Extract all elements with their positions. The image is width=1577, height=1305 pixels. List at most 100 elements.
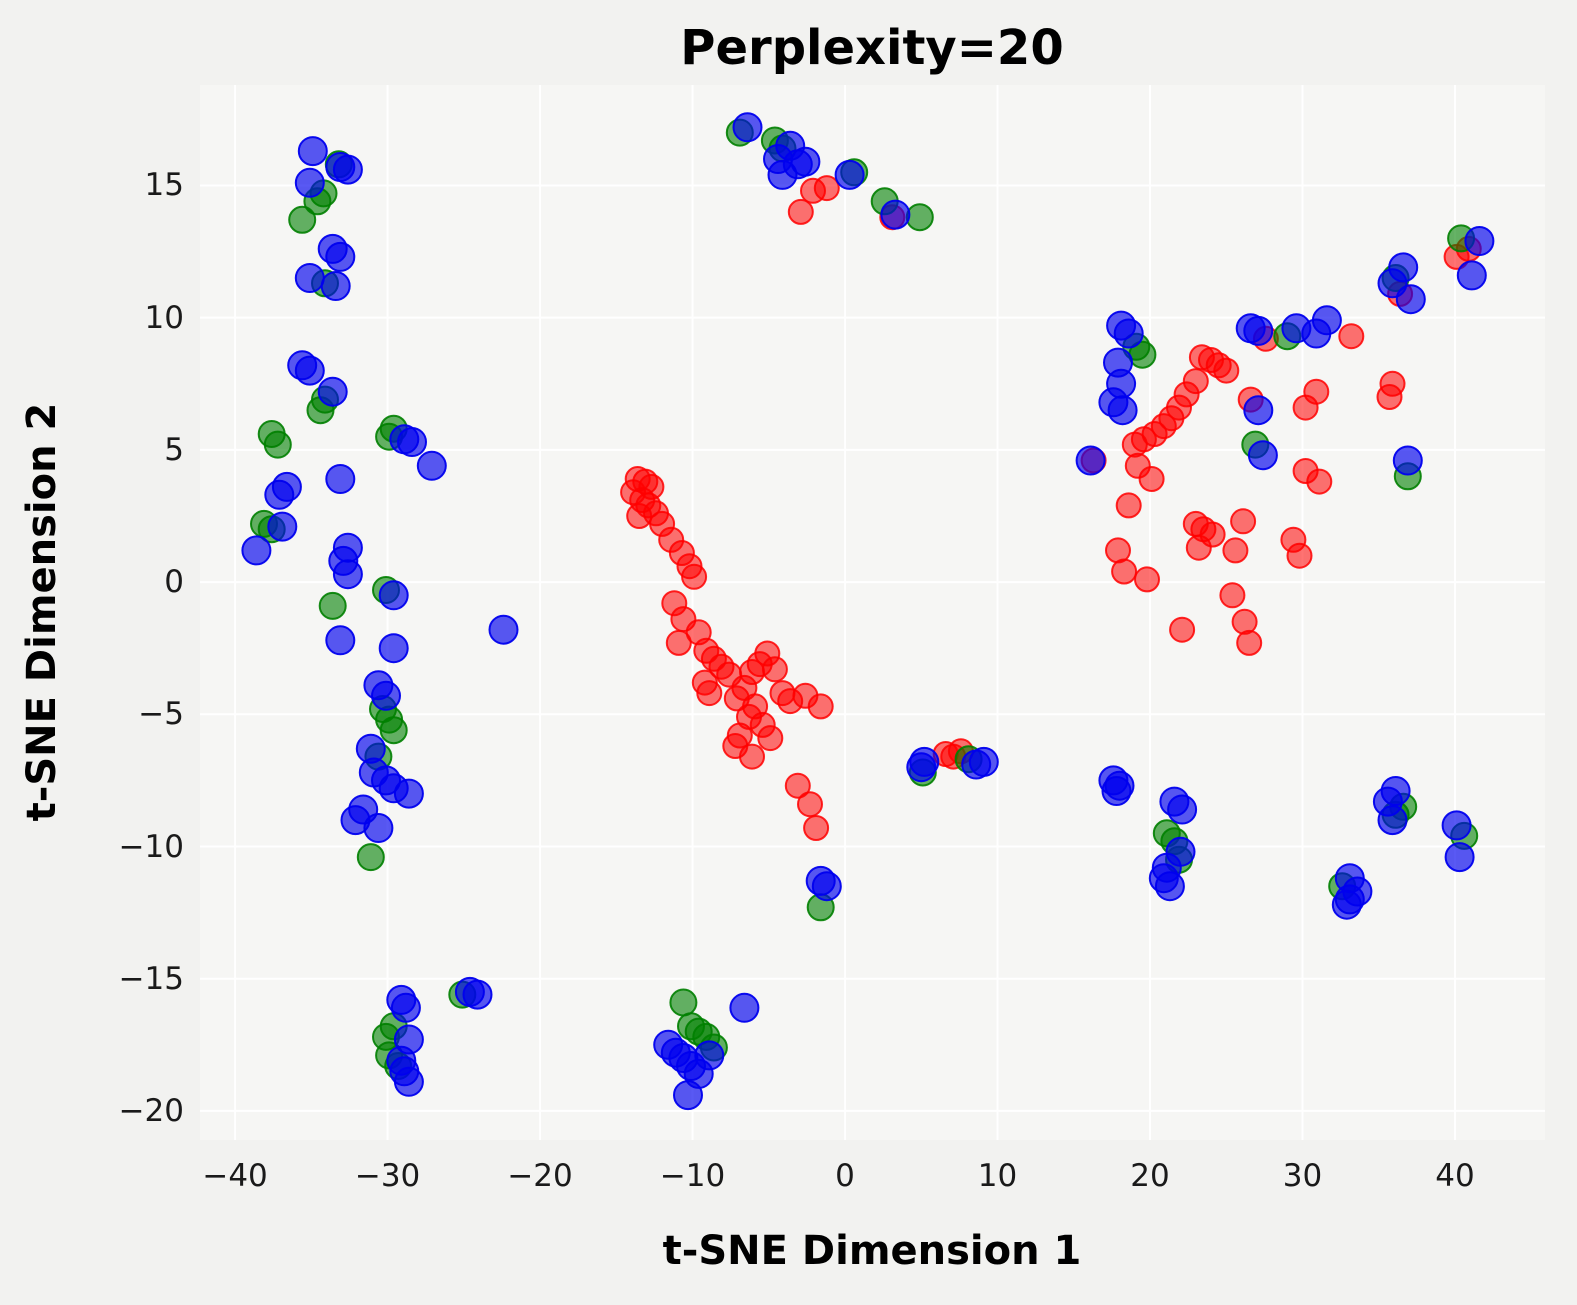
data-point-class-blue <box>1243 315 1274 346</box>
data-point-class-red <box>626 503 653 529</box>
data-point-class-blue <box>332 154 363 185</box>
data-point-class-blue <box>1331 889 1362 920</box>
data-point-class-blue <box>767 159 798 190</box>
data-point-class-red <box>1219 582 1246 609</box>
data-point-class-red <box>813 175 840 202</box>
data-point-class-red <box>1213 357 1240 384</box>
data-point-class-red <box>739 743 765 770</box>
data-point-class-blue <box>961 749 992 780</box>
data-point-class-red <box>1115 492 1142 519</box>
data-point-class-red <box>696 680 723 707</box>
data-point-class-blue <box>294 167 325 198</box>
data-point-class-blue <box>1441 810 1472 841</box>
data-point-class-blue <box>790 146 821 177</box>
x-tick-label: −40 <box>202 1158 268 1194</box>
data-point-class-red <box>1306 468 1333 495</box>
data-point-class-blue <box>1075 445 1106 476</box>
data-point-class-blue <box>1444 842 1475 873</box>
data-point-class-red <box>1111 558 1138 585</box>
data-point-class-blue <box>241 535 272 566</box>
data-point-class-blue <box>1392 445 1423 476</box>
data-point-class-blue <box>332 559 363 590</box>
data-point-class-blue <box>1243 395 1274 426</box>
data-point-class-blue <box>1301 318 1332 349</box>
data-point-class-blue <box>325 464 356 494</box>
data-point-class-blue <box>673 1080 703 1111</box>
y-tick-label: 0 <box>164 564 184 601</box>
data-point-class-red <box>665 629 692 656</box>
plot-area <box>200 85 1545 1140</box>
data-point-class-green <box>905 203 934 232</box>
data-point-class-red <box>1121 431 1148 458</box>
data-point-class-red <box>1292 394 1319 421</box>
data-point-class-red <box>1222 537 1249 564</box>
data-point-class-blue <box>320 271 351 301</box>
data-point-class-blue <box>880 199 911 230</box>
data-point-class-blue <box>729 992 760 1023</box>
data-point-class-blue <box>1464 226 1495 256</box>
data-point-class-red <box>797 791 823 818</box>
data-point-class-red <box>681 563 708 590</box>
data-point-class-blue <box>378 580 409 611</box>
x-tick-label: 40 <box>1435 1158 1475 1194</box>
y-tick-label: −5 <box>138 696 184 733</box>
data-point-class-blue <box>1247 440 1278 471</box>
data-point-class-green <box>318 591 347 620</box>
data-point-class-blue <box>1107 395 1138 426</box>
data-point-class-red <box>757 725 784 752</box>
data-point-class-red <box>1376 384 1403 410</box>
data-point-class-red <box>1236 629 1263 656</box>
data-point-class-blue <box>1154 871 1185 902</box>
data-point-class-blue <box>732 112 763 143</box>
data-point-class-blue <box>1456 260 1487 291</box>
data-point-class-blue <box>294 355 325 386</box>
data-point-class-blue <box>811 871 842 902</box>
data-point-class-blue <box>317 376 348 407</box>
data-point-class-red <box>787 198 814 225</box>
data-point-class-blue <box>1101 776 1132 806</box>
data-point-class-blue <box>397 427 427 457</box>
data-point-class-blue <box>390 992 421 1023</box>
x-tick-label: −20 <box>507 1158 573 1194</box>
y-tick-label: 5 <box>164 431 184 468</box>
x-tick-label: 10 <box>977 1158 1018 1194</box>
data-point-class-blue <box>325 625 356 656</box>
data-point-class-red <box>1286 542 1313 569</box>
data-point-class-blue <box>267 511 298 542</box>
data-point-class-red <box>761 656 788 683</box>
data-point-class-red <box>803 815 830 841</box>
data-point-class-red <box>1169 616 1196 643</box>
data-point-class-blue <box>393 778 424 809</box>
data-point-class-blue <box>488 614 519 645</box>
data-point-class-red <box>1230 508 1257 535</box>
x-tick-label: 20 <box>1130 1158 1170 1194</box>
data-point-class-blue <box>363 813 394 843</box>
data-point-class-blue <box>264 479 295 510</box>
data-point-class-blue <box>1167 794 1198 825</box>
data-point-class-red <box>784 772 811 799</box>
data-point-class-blue <box>294 263 325 293</box>
x-tick-label: −10 <box>659 1158 726 1194</box>
y-tick-label: −20 <box>118 1092 184 1129</box>
data-point-class-blue <box>694 1040 725 1071</box>
data-point-class-green <box>379 716 408 745</box>
data-point-class-red <box>1134 566 1160 593</box>
data-point-class-blue <box>416 450 447 481</box>
data-point-class-green <box>669 988 698 1017</box>
data-point-class-red <box>1338 323 1365 350</box>
data-point-class-blue <box>1377 805 1408 836</box>
scatter-canvas <box>200 85 1545 1140</box>
data-point-class-green <box>356 843 385 872</box>
x-tick-label: 30 <box>1282 1158 1323 1194</box>
x-tick-label: −30 <box>354 1158 421 1194</box>
chart-title: Perplexity=20 <box>680 20 1064 76</box>
data-point-class-blue <box>834 159 865 190</box>
data-point-class-blue <box>378 633 409 664</box>
data-point-class-blue <box>393 1066 424 1097</box>
x-axis-label: t-SNE Dimension 1 <box>662 1228 1082 1274</box>
data-point-class-green <box>263 430 292 459</box>
x-tick-label: 0 <box>835 1158 855 1194</box>
data-point-class-blue <box>1113 318 1144 349</box>
data-point-class-red <box>1185 534 1212 561</box>
